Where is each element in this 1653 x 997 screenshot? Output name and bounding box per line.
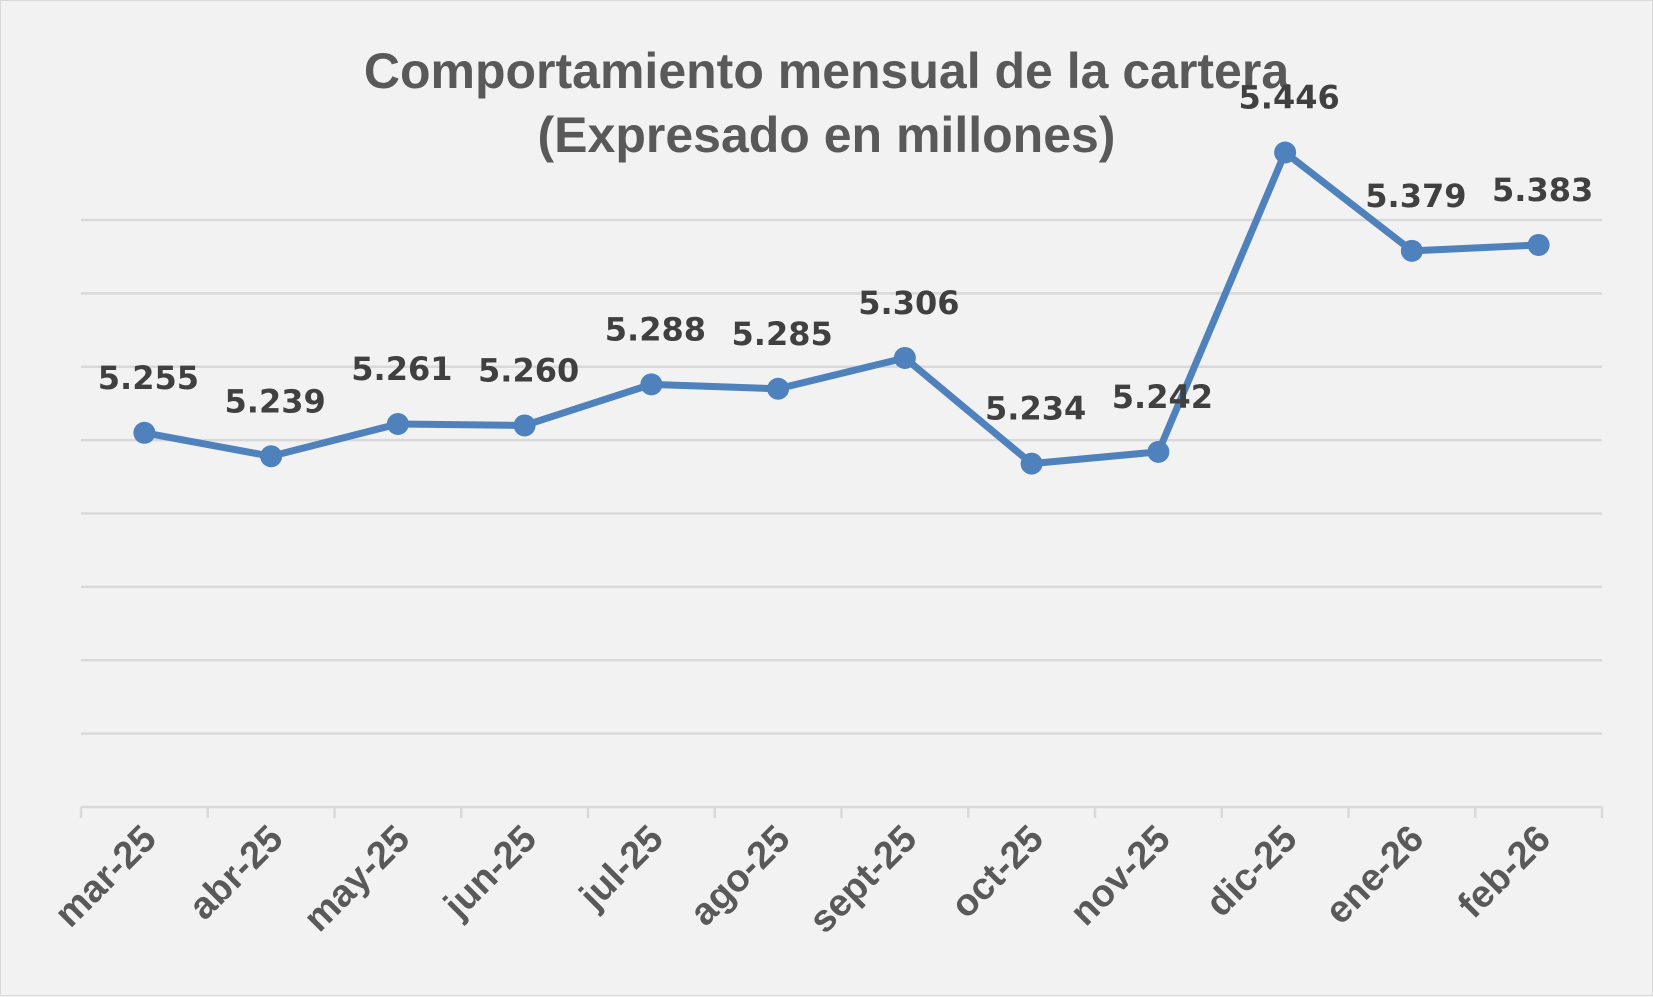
x-tick-label: mar-25 bbox=[47, 818, 165, 936]
data-label: 5.383 bbox=[1492, 171, 1593, 209]
series-line bbox=[140, 148, 1543, 468]
chart-title-line-1: Comportamiento mensual de la cartera bbox=[363, 43, 1290, 99]
data-point bbox=[513, 414, 536, 437]
data-point bbox=[767, 377, 790, 400]
data-point bbox=[893, 346, 916, 369]
data-label: 5.234 bbox=[985, 390, 1086, 428]
data-label: 5.285 bbox=[732, 315, 833, 353]
chart-title-line-2: (Expresado en millones) bbox=[537, 107, 1116, 163]
data-point bbox=[1274, 141, 1297, 164]
chart-title: Comportamiento mensual de la cartera (Ex… bbox=[1, 39, 1652, 167]
x-tick-label: oct-25 bbox=[943, 818, 1052, 927]
data-label: 5.255 bbox=[98, 359, 199, 397]
x-tick-label: jul-25 bbox=[571, 818, 672, 919]
x-tick-label: feb-26 bbox=[1450, 818, 1559, 927]
data-point bbox=[1527, 233, 1550, 256]
data-point bbox=[1400, 239, 1423, 262]
x-tick-label: jun-25 bbox=[435, 818, 545, 928]
data-point bbox=[133, 421, 156, 444]
x-tick-label: ago-25 bbox=[682, 818, 798, 934]
x-tick-label: nov-25 bbox=[1062, 818, 1178, 934]
x-tick-label: may-25 bbox=[296, 818, 418, 940]
x-tick-label: dic-25 bbox=[1198, 818, 1305, 925]
data-point bbox=[1020, 452, 1043, 475]
data-label: 5.288 bbox=[605, 310, 706, 348]
data-point bbox=[386, 412, 409, 435]
data-point bbox=[640, 373, 663, 396]
data-label: 5.306 bbox=[858, 284, 959, 322]
data-label: 5.260 bbox=[478, 351, 579, 389]
data-label: 5.239 bbox=[225, 382, 326, 420]
data-point bbox=[1147, 440, 1170, 463]
x-tick-label: ene-26 bbox=[1317, 818, 1432, 933]
x-tick-label: abr-25 bbox=[181, 818, 291, 928]
data-label: 5.242 bbox=[1112, 378, 1213, 416]
data-label: 5.261 bbox=[351, 350, 452, 388]
x-tick-label: sept-25 bbox=[801, 818, 925, 942]
data-label: 5.379 bbox=[1365, 177, 1466, 215]
data-label: 5.446 bbox=[1239, 78, 1340, 116]
data-point bbox=[260, 445, 283, 468]
